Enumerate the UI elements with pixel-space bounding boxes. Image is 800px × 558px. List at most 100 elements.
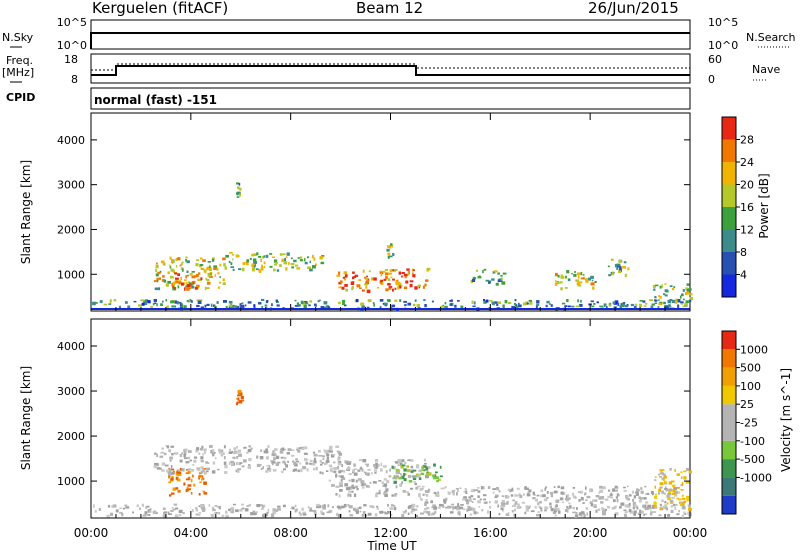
echo-cell (338, 301, 341, 305)
echo-cell (201, 445, 204, 449)
echo-cell (358, 279, 362, 281)
echo-cell (545, 304, 548, 308)
echo-cell (449, 303, 453, 306)
echo-cell (485, 279, 489, 282)
echo-cell (238, 183, 241, 186)
echo-cell (237, 397, 240, 401)
echo-cell (637, 512, 642, 515)
echo-cell (185, 488, 188, 493)
echo-cell (681, 481, 684, 485)
echo-cell (412, 269, 415, 271)
colorbar-segment (722, 495, 736, 514)
echo-cell (564, 305, 568, 307)
echo-cell (312, 462, 316, 466)
echo-cell (294, 299, 297, 302)
echo-cell (331, 484, 335, 487)
echo-cell (327, 504, 330, 508)
echo-cell (511, 509, 514, 513)
echo-cell (355, 299, 359, 303)
echo-cell (518, 493, 521, 496)
echo-cell (208, 276, 213, 278)
echo-cell (190, 285, 195, 289)
x-axis-title: Time UT (366, 539, 417, 553)
echo-cell (254, 263, 256, 267)
echo-cell (212, 461, 216, 465)
echo-cell (403, 300, 407, 303)
echo-cell (391, 494, 394, 497)
echo-cell (639, 303, 643, 307)
echo-cell (294, 504, 297, 508)
echo-cell (608, 303, 612, 307)
echo-cell (172, 508, 176, 511)
echo-cell (554, 282, 558, 286)
echo-cell (507, 488, 511, 491)
echo-cell (367, 299, 372, 303)
echo-cell (302, 513, 307, 516)
echo-cell (319, 256, 324, 259)
echo-cell (665, 507, 668, 510)
echo-cell (158, 277, 161, 280)
echo-cell (452, 506, 455, 509)
echo-cell (169, 266, 172, 269)
echo-cell (633, 495, 636, 499)
echo-cell (155, 264, 159, 269)
echo-cell (189, 459, 193, 462)
echo-cell (439, 465, 442, 469)
echo-cell (244, 508, 249, 512)
echo-cell (328, 464, 332, 467)
echo-cell (496, 307, 500, 309)
echo-cell (492, 302, 495, 306)
echo-cell (655, 299, 658, 302)
echo-cell (196, 299, 201, 302)
echo-cell (361, 486, 365, 489)
echo-cell (336, 505, 341, 509)
colorbar-tick-label: 16 (740, 201, 754, 214)
echo-cell (230, 509, 233, 513)
echo-cell (272, 508, 276, 511)
echo-cell (671, 288, 675, 291)
echo-cell (212, 452, 215, 457)
echo-cell (239, 187, 242, 191)
echo-cell (384, 512, 389, 515)
echo-cell (402, 490, 406, 493)
echo-cell (623, 302, 626, 304)
echo-cell (418, 469, 422, 473)
echo-cell (385, 276, 388, 280)
echo-cell (119, 512, 123, 514)
echo-cell (557, 274, 560, 278)
echo-cell (407, 512, 410, 515)
echo-cell (675, 298, 678, 301)
echo-cell (451, 490, 455, 494)
echo-cell (335, 474, 337, 478)
echo-cell (198, 272, 201, 275)
echo-cell (195, 450, 199, 453)
echo-cell (169, 450, 172, 453)
echo-cell (176, 470, 180, 474)
echo-cell (389, 269, 393, 272)
echo-cell (588, 277, 592, 281)
echo-cell (338, 286, 342, 289)
x-tick-label: 16:00 (473, 526, 508, 540)
echo-cell (152, 303, 155, 306)
echo-cell (149, 510, 152, 513)
echo-cell (176, 301, 179, 305)
echo-cell (320, 261, 325, 265)
echo-cell (253, 253, 257, 257)
echo-cell (529, 301, 533, 305)
echo-cell (230, 266, 235, 268)
echo-cell (424, 490, 429, 493)
echo-cell (387, 256, 390, 258)
echo-cell (353, 472, 358, 476)
echo-cell (443, 498, 447, 503)
echo-cell (229, 252, 233, 254)
echo-cell (650, 490, 654, 494)
echo-cell (174, 280, 179, 284)
echo-cell (287, 448, 292, 451)
echo-cell (633, 306, 637, 308)
echo-cell (584, 492, 587, 495)
echo-cell (664, 504, 668, 508)
echo-cell (276, 455, 280, 460)
echo-cell (309, 260, 311, 264)
echo-cell (554, 505, 558, 509)
